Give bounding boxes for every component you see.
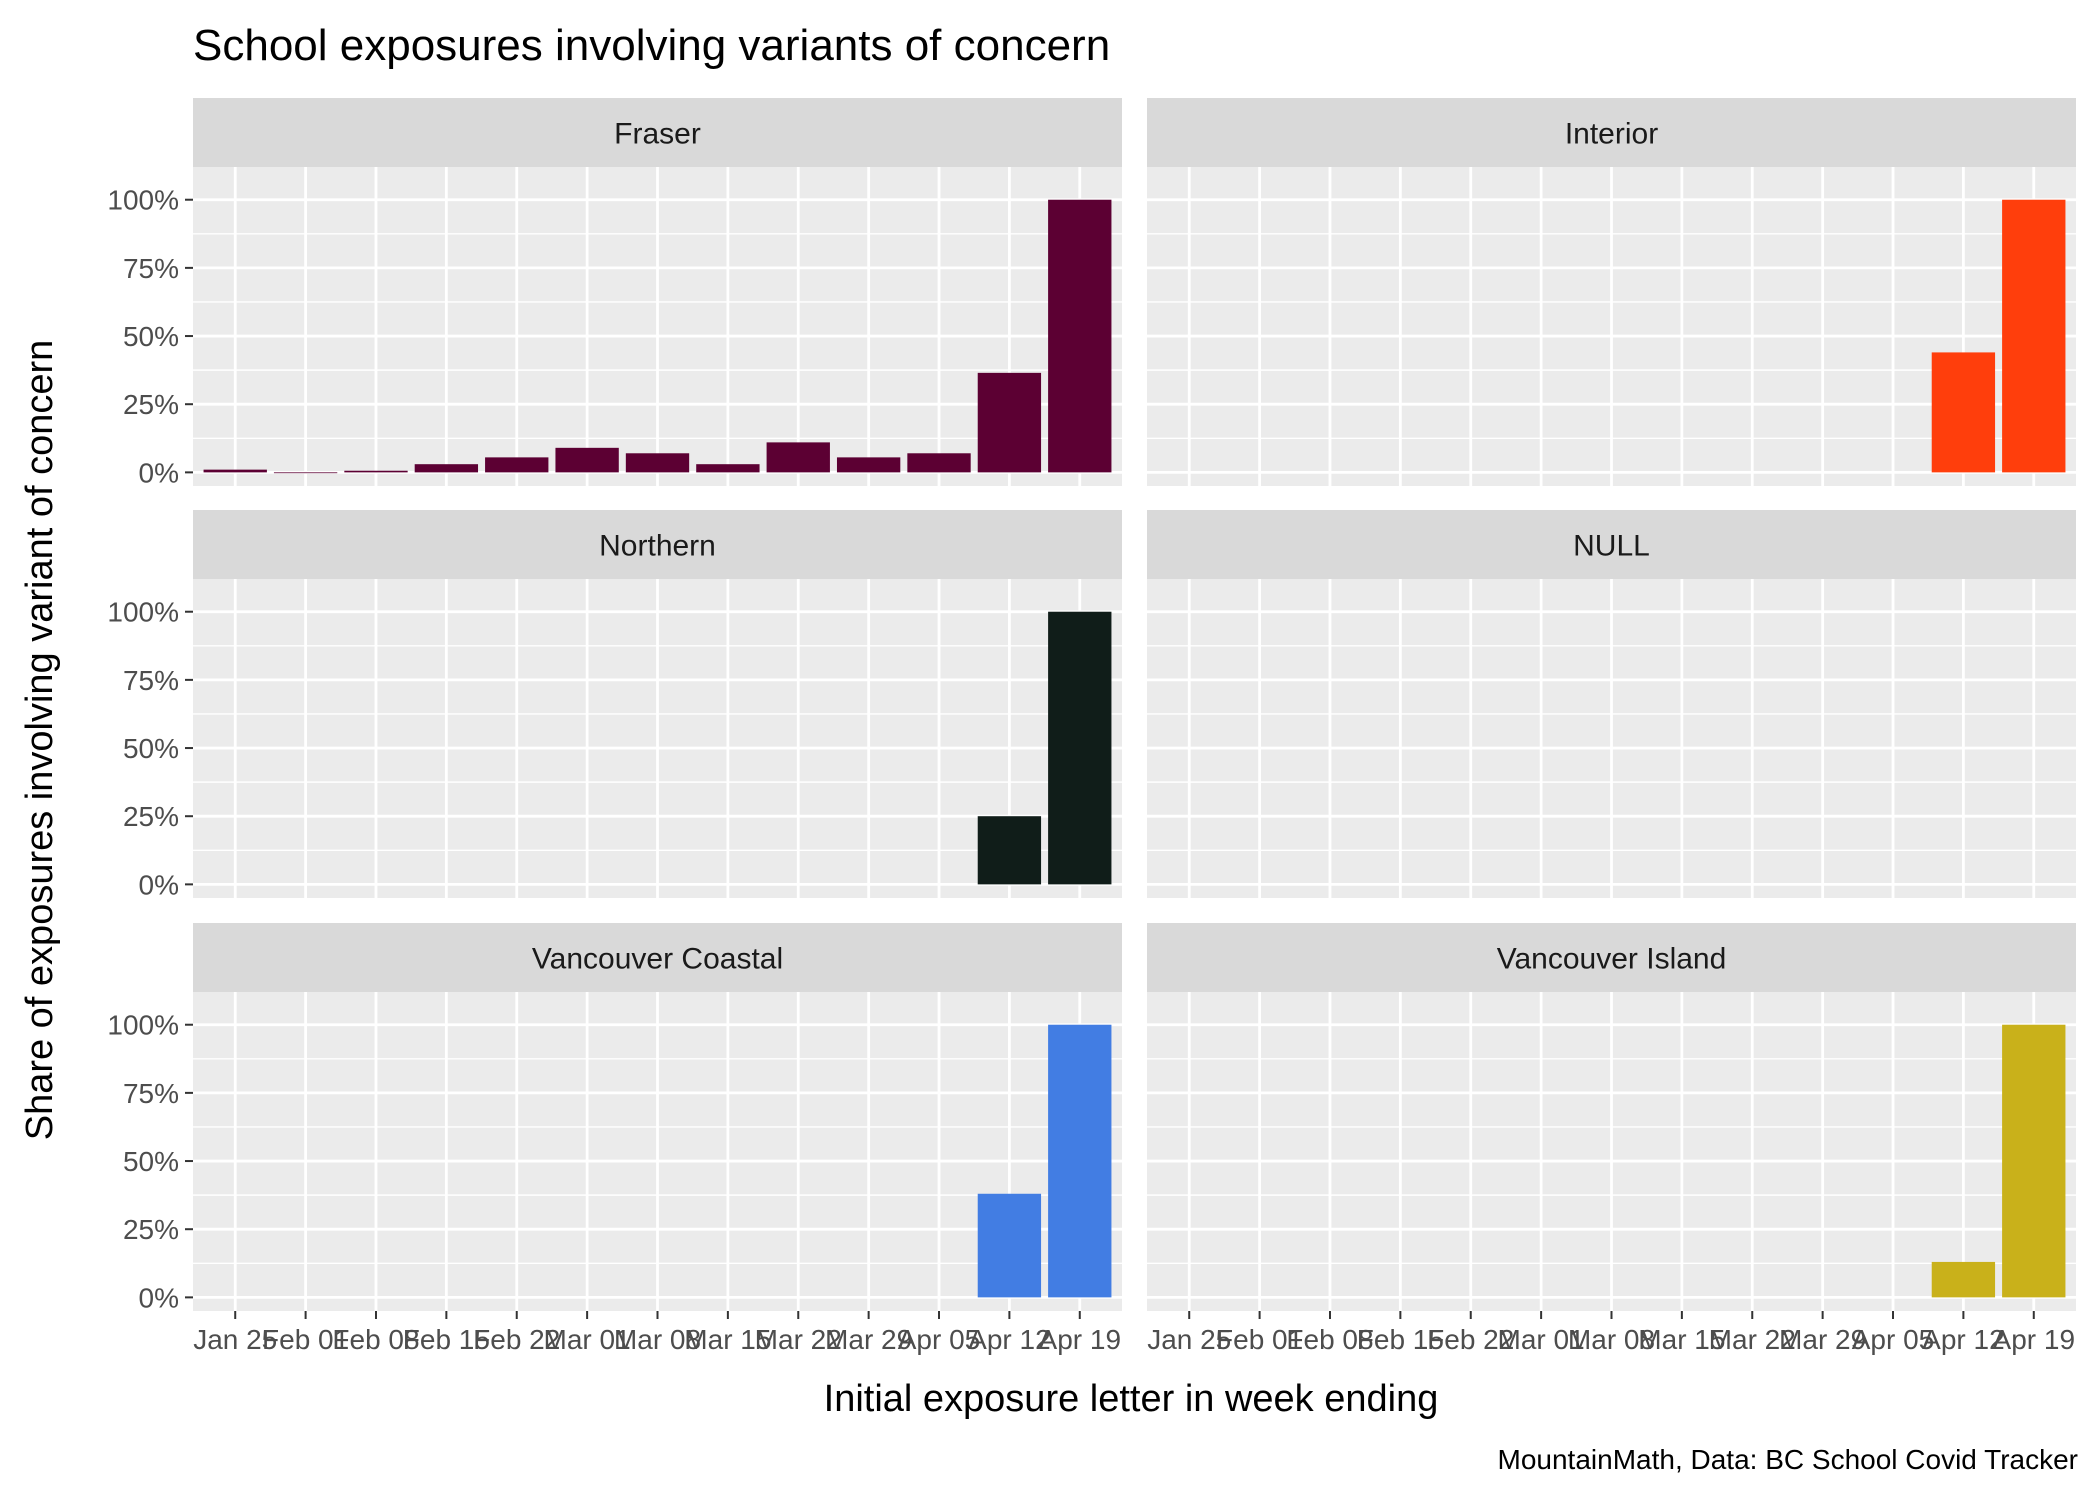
- bar-fraser-jan-25: [203, 469, 267, 473]
- panels: Fraser 0% 25% 50% 75% 100% Interior Northern 0% 2…: [107, 98, 2076, 1355]
- x-tick-label: Feb 01: [1216, 1324, 1303, 1355]
- bar-fraser-mar-08: [625, 453, 690, 473]
- x-tick-label: Feb 08: [1286, 1324, 1373, 1355]
- x-tick-label: Apr 05: [1852, 1324, 1935, 1355]
- bar-northern-apr-19: [1048, 611, 1112, 885]
- caption: MountainMath, Data: BC School Covid Trac…: [1498, 1444, 2078, 1475]
- panel-strip: [1147, 98, 2076, 167]
- bar-fraser-mar-29: [836, 457, 901, 473]
- panel-strip: [193, 923, 1122, 992]
- bar-fraser-apr-19: [1048, 199, 1112, 473]
- bar-fraser-feb-01: [273, 472, 338, 474]
- panel-strip-label: Interior: [1565, 118, 1658, 151]
- bar-northern-apr-12: [977, 816, 1042, 885]
- panel-strip: [193, 510, 1122, 579]
- x-tick-label: Apr 05: [898, 1324, 981, 1355]
- x-tick-label: Apr 19: [1039, 1324, 1122, 1355]
- x-tick-label: Feb 01: [262, 1324, 349, 1355]
- y-tick-label: 0%: [139, 869, 179, 900]
- x-tick-label: Mar 22: [755, 1324, 842, 1355]
- bar-fraser-mar-22: [766, 442, 830, 473]
- y-tick-label: 75%: [123, 665, 179, 696]
- bar-fraser-feb-22: [485, 457, 549, 473]
- bar-fraser-feb-08: [344, 470, 408, 473]
- x-tick-label: Feb 15: [1357, 1324, 1444, 1355]
- y-tick-label: 25%: [123, 801, 179, 832]
- panel-strip-label: Vancouver Island: [1497, 943, 1727, 976]
- bar-vancouver-coastal-apr-12: [977, 1193, 1042, 1298]
- x-tick-label: Mar 22: [1709, 1324, 1796, 1355]
- x-tick-label: Apr 19: [1993, 1324, 2076, 1355]
- panel-strip-label: Northern: [599, 530, 716, 563]
- panel-interior: Interior: [1147, 98, 2076, 486]
- bar-fraser-mar-01: [555, 447, 619, 473]
- bar-interior-apr-12: [1931, 352, 1996, 473]
- y-tick-label: 50%: [123, 733, 179, 764]
- panel-strip: [193, 98, 1122, 167]
- panel-strip-label: Vancouver Coastal: [532, 943, 783, 976]
- bar-fraser-apr-12: [977, 372, 1042, 473]
- y-tick-label: 50%: [123, 1146, 179, 1177]
- y-tick-label: 0%: [139, 457, 179, 488]
- y-tick-label: 100%: [107, 185, 179, 216]
- x-tick-label: Apr 12: [1922, 1324, 2005, 1355]
- y-tick-label: 25%: [123, 389, 179, 420]
- x-tick-label: Mar 29: [1779, 1324, 1866, 1355]
- x-tick-label: Mar 01: [544, 1324, 631, 1355]
- y-tick-label: 0%: [139, 1282, 179, 1313]
- x-tick-label: Jan 25: [193, 1324, 277, 1355]
- panel-fraser: Fraser 0% 25% 50% 75% 100%: [107, 98, 1122, 488]
- x-tick-label: Mar 15: [684, 1324, 771, 1355]
- y-tick-label: 100%: [107, 1010, 179, 1041]
- bar-fraser-feb-15: [414, 464, 479, 473]
- bar-vancouver-island-apr-12: [1931, 1261, 1996, 1298]
- x-axis-label: Initial exposure letter in week ending: [824, 1378, 1439, 1420]
- bar-vancouver-coastal-apr-19: [1048, 1024, 1112, 1298]
- y-axis-label: Share of exposures involving variant of …: [19, 340, 61, 1141]
- y-tick-label: 25%: [123, 1214, 179, 1245]
- x-tick-label: Jan 25: [1147, 1324, 1231, 1355]
- y-tick-label: 75%: [123, 1078, 179, 1109]
- x-tick-label: Feb 22: [473, 1324, 560, 1355]
- bar-fraser-apr-05: [907, 453, 971, 473]
- y-tick-label: 50%: [123, 321, 179, 352]
- panel-strip-label: NULL: [1573, 530, 1650, 563]
- x-tick-label: Feb 15: [403, 1324, 490, 1355]
- panel-null: NULL: [1147, 510, 2076, 898]
- bar-vancouver-island-apr-19: [2002, 1024, 2066, 1298]
- x-tick-label: Feb 08: [332, 1324, 419, 1355]
- panel-strip: [1147, 923, 2076, 992]
- x-tick-label: Mar 08: [1568, 1324, 1655, 1355]
- bar-fraser-mar-15: [696, 464, 760, 473]
- x-tick-label: Mar 29: [825, 1324, 912, 1355]
- panel-northern: Northern 0% 25% 50% 75% 100%: [107, 510, 1122, 900]
- x-tick-label: Apr 12: [968, 1324, 1051, 1355]
- bar-interior-apr-19: [2002, 199, 2066, 473]
- x-tick-label: Feb 22: [1427, 1324, 1514, 1355]
- x-tick-label: Mar 01: [1498, 1324, 1585, 1355]
- panel-strip: [1147, 510, 2076, 579]
- chart-title: School exposures involving variants of c…: [193, 21, 1110, 70]
- y-tick-label: 75%: [123, 253, 179, 284]
- x-tick-label: Mar 08: [614, 1324, 701, 1355]
- y-tick-label: 100%: [107, 597, 179, 628]
- panel-strip-label: Fraser: [614, 118, 701, 151]
- x-tick-label: Mar 15: [1638, 1324, 1725, 1355]
